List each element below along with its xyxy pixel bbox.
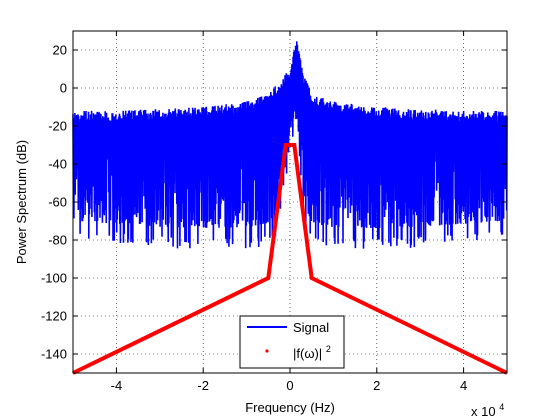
signal-series — [72, 41, 508, 249]
legend-envelope-label-base: |f(ω)| — [293, 346, 322, 361]
legend-envelope-swatch — [265, 349, 269, 353]
x-tick-label: -4 — [111, 378, 123, 393]
legend-envelope-label-power: 2 — [326, 344, 331, 354]
y-tick-label: -80 — [48, 233, 67, 248]
envelope-line — [72, 143, 508, 375]
x-axis-exponent: x 10 4 — [471, 402, 504, 419]
x-tick-label: 0 — [286, 378, 293, 393]
signal-line — [72, 41, 508, 249]
envelope-series — [72, 143, 508, 375]
y-tick-label: 20 — [53, 43, 67, 58]
legend-box — [239, 315, 345, 369]
x-tick-label: 4 — [460, 378, 467, 393]
legend-envelope-label: |f(ω)| 2 — [293, 344, 331, 361]
y-tick-label: 0 — [60, 81, 67, 96]
x-tick-label: -2 — [197, 378, 209, 393]
x-tick-label: 2 — [373, 378, 380, 393]
legend: Signal |f(ω)| 2 — [239, 315, 345, 369]
x-exponent-power: 4 — [499, 402, 504, 412]
y-tick-label: -40 — [48, 157, 67, 172]
y-tick-label: -100 — [41, 271, 67, 286]
x-exponent-base: x 10 — [471, 404, 496, 419]
y-axis-label: Power Spectrum (dB) — [14, 140, 29, 264]
y-tick-label: -60 — [48, 195, 67, 210]
legend-signal-label: Signal — [293, 320, 329, 335]
x-axis-label: Frequency (Hz) — [245, 400, 335, 415]
y-tick-label: -20 — [48, 119, 67, 134]
y-tick-label: -140 — [41, 347, 67, 362]
y-tick-label: -120 — [41, 309, 67, 324]
